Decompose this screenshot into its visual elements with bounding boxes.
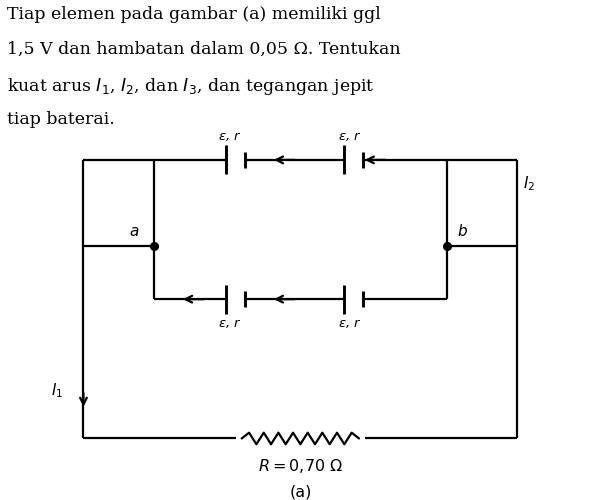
Text: tiap baterai.: tiap baterai. xyxy=(7,112,115,128)
Text: kuat arus $I_1$, $I_2$, dan $I_3$, dan tegangan jepit: kuat arus $I_1$, $I_2$, dan $I_3$, dan t… xyxy=(7,76,375,98)
Text: $I_1$: $I_1$ xyxy=(51,381,63,400)
Text: 1,5 V dan hambatan dalam 0,05 Ω. Tentukan: 1,5 V dan hambatan dalam 0,05 Ω. Tentuka… xyxy=(7,42,401,58)
Text: $\varepsilon$, $r$: $\varepsilon$, $r$ xyxy=(338,130,362,143)
Text: $a$: $a$ xyxy=(129,224,139,239)
Text: $b$: $b$ xyxy=(458,223,468,239)
Text: $\varepsilon$, $r$: $\varepsilon$, $r$ xyxy=(218,318,242,330)
Text: $I_2$: $I_2$ xyxy=(523,174,535,194)
Text: $\varepsilon$, $r$: $\varepsilon$, $r$ xyxy=(338,318,362,330)
Text: $\varepsilon$, $r$: $\varepsilon$, $r$ xyxy=(218,130,242,143)
Text: Tiap elemen pada gambar (a) memiliki ggl: Tiap elemen pada gambar (a) memiliki ggl xyxy=(7,6,381,23)
Text: $R = 0{,}70\ \Omega$: $R = 0{,}70\ \Omega$ xyxy=(258,456,343,474)
Text: (a): (a) xyxy=(289,484,312,499)
